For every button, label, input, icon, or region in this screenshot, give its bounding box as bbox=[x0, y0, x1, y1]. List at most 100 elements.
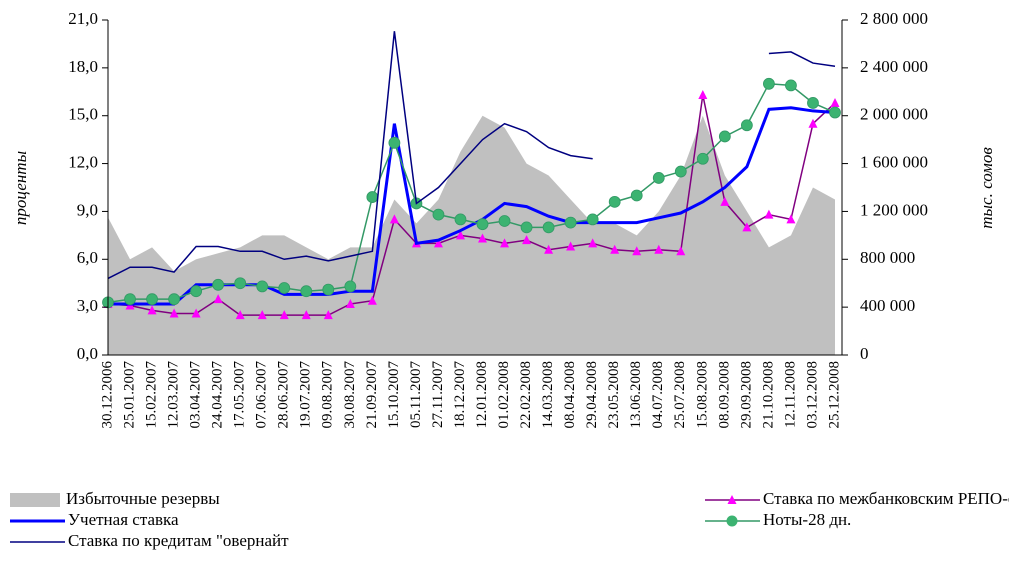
y-tick-label: 15,0 bbox=[68, 105, 98, 124]
x-tick-label: 12.01.2008 bbox=[474, 361, 490, 429]
marker bbox=[542, 221, 555, 234]
x-tick-label: 08.09.2008 bbox=[716, 361, 732, 429]
marker bbox=[124, 293, 136, 306]
x-tick-label: 23.05.2008 bbox=[606, 361, 622, 429]
marker bbox=[522, 235, 532, 245]
legend-label: Ставка по межбанковским РЕПО-операциям bbox=[763, 489, 1009, 508]
marker bbox=[168, 293, 180, 306]
y2-tick-label: 2 400 000 bbox=[860, 57, 928, 76]
marker bbox=[740, 119, 753, 132]
series-line bbox=[107, 83, 836, 304]
marker bbox=[169, 308, 179, 318]
x-tick-label: 24.04.2007 bbox=[210, 361, 226, 429]
legend-label: Ноты-28 дн. bbox=[763, 510, 851, 529]
x-tick-label: 04.07.2008 bbox=[650, 361, 666, 429]
marker bbox=[654, 244, 664, 254]
legend-label: Ставка по кредитам "овернайт bbox=[68, 531, 289, 550]
marker bbox=[786, 214, 796, 224]
marker bbox=[520, 221, 533, 234]
marker bbox=[257, 310, 267, 320]
marker bbox=[191, 308, 201, 318]
marker bbox=[588, 238, 598, 248]
x-tick-label: 12.11.2008 bbox=[782, 361, 798, 428]
marker bbox=[718, 130, 731, 143]
marker bbox=[389, 214, 399, 224]
x-tick-label: 15.08.2008 bbox=[694, 361, 710, 429]
legend-marker bbox=[726, 515, 738, 527]
marker bbox=[323, 310, 333, 320]
marker bbox=[764, 209, 774, 219]
y-tick-label: 3,0 bbox=[77, 296, 98, 315]
marker bbox=[500, 238, 510, 248]
x-tick-label: 09.08.2007 bbox=[320, 361, 336, 429]
x-tick-label: 15.10.2007 bbox=[386, 361, 402, 429]
y2-tick-label: 1 200 000 bbox=[860, 200, 928, 219]
marker bbox=[147, 305, 157, 315]
marker bbox=[234, 277, 247, 290]
x-tick-label: 13.06.2008 bbox=[628, 361, 644, 429]
legend-marker bbox=[727, 495, 737, 504]
marker bbox=[213, 294, 223, 304]
series-line bbox=[108, 106, 836, 306]
y2-tick-label: 1 600 000 bbox=[860, 152, 928, 171]
x-tick-label: 15.02.2007 bbox=[143, 361, 159, 429]
y-tick-label: 9,0 bbox=[77, 200, 98, 219]
marker bbox=[235, 310, 245, 320]
marker bbox=[366, 191, 379, 203]
legend-label: Учетная ставка bbox=[68, 510, 179, 529]
x-tick-label: 17.05.2007 bbox=[232, 361, 248, 429]
marker bbox=[698, 89, 708, 99]
marker bbox=[720, 196, 730, 206]
marker bbox=[674, 165, 687, 178]
marker bbox=[564, 216, 577, 229]
y-tick-label: 18,0 bbox=[68, 57, 98, 76]
x-tick-label: 08.04.2008 bbox=[562, 361, 578, 429]
x-tick-label: 29.04.2008 bbox=[584, 361, 600, 429]
marker bbox=[632, 246, 642, 256]
x-tick-label: 05.11.2007 bbox=[408, 361, 424, 428]
marker bbox=[763, 77, 775, 90]
y-tick-label: 6,0 bbox=[77, 248, 98, 267]
marker bbox=[566, 241, 576, 251]
marker bbox=[212, 278, 225, 291]
marker bbox=[652, 172, 665, 184]
marker bbox=[388, 136, 401, 149]
marker bbox=[367, 295, 377, 305]
marker bbox=[807, 97, 819, 109]
x-tick-label: 07.06.2007 bbox=[254, 361, 270, 429]
legend-swatch bbox=[10, 493, 60, 507]
series-line bbox=[107, 31, 836, 280]
marker bbox=[146, 293, 158, 306]
y-tick-label: 21,0 bbox=[68, 9, 98, 28]
x-tick-label: 19.07.2007 bbox=[298, 361, 314, 429]
marker bbox=[433, 238, 443, 248]
x-tick-label: 29.09.2008 bbox=[738, 361, 754, 429]
marker bbox=[279, 310, 289, 320]
x-tick-label: 01.02.2008 bbox=[496, 361, 512, 429]
y-axis-label: проценты bbox=[11, 151, 30, 225]
x-tick-label: 25.07.2008 bbox=[672, 361, 688, 429]
marker bbox=[301, 310, 311, 320]
marker bbox=[455, 230, 465, 240]
marker bbox=[544, 244, 554, 254]
marker bbox=[586, 213, 599, 226]
x-tick-label: 18.12.2007 bbox=[452, 361, 468, 429]
x-tick-label: 21.10.2008 bbox=[760, 361, 776, 429]
x-tick-label: 25.01.2007 bbox=[121, 361, 137, 429]
y2-axis-label: тыс. сомов bbox=[977, 147, 996, 229]
x-tick-label: 12.03.2007 bbox=[166, 361, 182, 429]
x-tick-label: 03.12.2008 bbox=[804, 361, 820, 429]
y2-tick-label: 400 000 bbox=[860, 296, 915, 315]
y-tick-label: 0,0 bbox=[77, 344, 98, 363]
legend-label: Избыточные резервы bbox=[66, 489, 220, 508]
marker bbox=[300, 285, 313, 298]
x-tick-label: 25.12.2008 bbox=[826, 361, 842, 429]
marker bbox=[696, 152, 709, 165]
x-tick-label: 28.06.2007 bbox=[276, 361, 292, 429]
y2-tick-label: 0 bbox=[860, 344, 869, 363]
y2-tick-label: 2 800 000 bbox=[860, 9, 928, 28]
marker bbox=[344, 280, 357, 293]
marker bbox=[322, 283, 335, 296]
marker bbox=[676, 246, 686, 256]
